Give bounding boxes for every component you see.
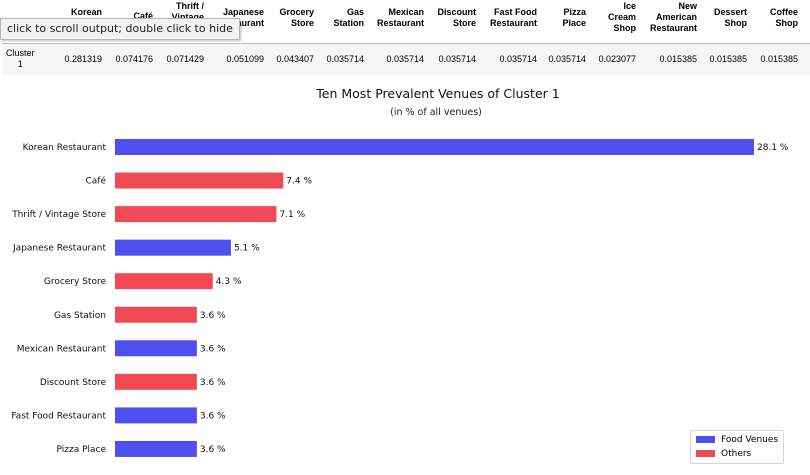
bar-chart: Ten Most Prevalent Venues of Cluster 1 (… — [0, 78, 810, 475]
bar — [115, 440, 197, 457]
value-label: 28.1 % — [757, 143, 789, 153]
table-cell: 0.281319 — [64, 54, 102, 64]
table-cell: 0.035714 — [438, 54, 476, 64]
column-header: Korean — [70, 7, 102, 17]
bar — [115, 239, 231, 256]
value-label: 7.1 % — [279, 210, 305, 220]
column-header: Pizza Place — [562, 7, 586, 28]
dataframe-output: Korean Café Thrift / Vintage Japanese Re… — [0, 0, 810, 78]
bar — [115, 172, 284, 189]
column-header: Mexican Restaurant — [376, 7, 424, 28]
column-header: Coffee Shop — [769, 7, 798, 28]
value-label: 5.1 % — [234, 244, 260, 254]
table-cell: 0.071429 — [166, 54, 204, 64]
category-label: Japanese Restaurant — [12, 244, 106, 254]
value-label: 3.6 % — [200, 311, 226, 321]
column-header: Gas Station — [333, 7, 365, 28]
column-header: Japanese Restaurant — [216, 7, 264, 28]
category-label: Grocery Store — [44, 277, 107, 287]
table-row — [2, 44, 810, 75]
bars-layer: Korean Restaurant 28.1 % Café 7.4 % Thrift /… — [11, 139, 789, 457]
legend-label: Food Venues — [721, 435, 779, 445]
bar — [115, 407, 197, 424]
category-label: Thrift / Vintage Store — [11, 210, 106, 220]
bar — [115, 373, 197, 390]
legend-swatch-others — [696, 450, 715, 457]
column-header: Dessert Shop — [713, 7, 747, 28]
column-header: Grocery Store — [279, 7, 314, 28]
bar — [115, 340, 197, 357]
value-label: 3.6 % — [200, 378, 226, 388]
category-label: Pizza Place — [57, 445, 107, 455]
column-header: Discount Store — [437, 7, 476, 28]
category-label: Discount Store — [40, 378, 107, 388]
table-cell: 0.015385 — [709, 54, 747, 64]
table-header-rule — [2, 43, 810, 44]
table-cell: 0.035714 — [499, 54, 537, 64]
table-cell: 0.035714 — [386, 54, 424, 64]
chart-title: Ten Most Prevalent Venues of Cluster 1 — [315, 86, 559, 101]
scroll-output-tooltip[interactable]: click to scroll output; double click to … — [0, 18, 240, 40]
column-header: New American Restaurant — [649, 1, 697, 33]
category-label: Mexican Restaurant — [17, 344, 107, 354]
bar — [115, 206, 277, 223]
table-cell: 0.015385 — [760, 54, 798, 64]
chart-legend: Food Venues Others — [690, 430, 784, 464]
table-cell: 0.015385 — [659, 54, 697, 64]
value-label: 4.3 % — [216, 277, 242, 287]
row-index-label: Cluster 1 — [6, 48, 35, 69]
bar — [115, 273, 213, 290]
bar — [115, 139, 754, 155]
category-label: Café — [85, 176, 106, 187]
legend-label: Others — [721, 449, 752, 459]
bar — [115, 306, 197, 323]
column-header: Ice Cream Shop — [607, 1, 636, 33]
table-cell: 0.074176 — [115, 54, 153, 64]
column-header: Fast Food Restaurant — [489, 7, 537, 28]
value-label: 3.6 % — [200, 411, 226, 421]
column-header: Café — [133, 11, 153, 21]
chart-canvas: Ten Most Prevalent Venues of Cluster 1 (… — [11, 86, 789, 457]
legend-swatch-food — [696, 436, 715, 443]
category-label: Korean Restaurant — [23, 143, 107, 153]
category-label: Fast Food Restaurant — [11, 411, 106, 421]
table-cell: 0.023077 — [598, 54, 636, 64]
table-cell: 0.035714 — [548, 54, 586, 64]
value-label: 3.6 % — [200, 344, 226, 354]
value-label: 7.4 % — [286, 177, 312, 187]
category-label: Gas Station — [54, 311, 106, 321]
table-cell: 0.035714 — [326, 54, 364, 64]
table-cell: 0.043407 — [276, 54, 314, 64]
value-label: 3.6 % — [200, 445, 226, 455]
table-cell: 0.051099 — [226, 54, 264, 64]
column-header: Thrift / Vintage — [171, 1, 204, 22]
chart-subtitle: (in % of all venues) — [390, 107, 482, 118]
